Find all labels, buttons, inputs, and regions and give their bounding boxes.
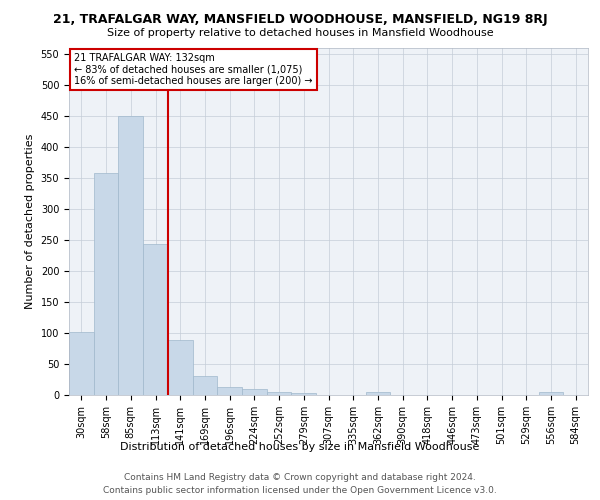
Bar xyxy=(267,392,292,395)
Text: Contains HM Land Registry data © Crown copyright and database right 2024.: Contains HM Land Registry data © Crown c… xyxy=(124,472,476,482)
Bar xyxy=(242,390,267,395)
Bar xyxy=(143,244,168,395)
Bar xyxy=(292,392,316,395)
Text: Distribution of detached houses by size in Mansfield Woodhouse: Distribution of detached houses by size … xyxy=(121,442,479,452)
Text: Size of property relative to detached houses in Mansfield Woodhouse: Size of property relative to detached ho… xyxy=(107,28,493,38)
Bar xyxy=(118,116,143,395)
Bar xyxy=(168,340,193,395)
Text: Contains public sector information licensed under the Open Government Licence v3: Contains public sector information licen… xyxy=(103,486,497,495)
Bar xyxy=(539,392,563,395)
Text: 21 TRAFALGAR WAY: 132sqm
← 83% of detached houses are smaller (1,075)
16% of sem: 21 TRAFALGAR WAY: 132sqm ← 83% of detach… xyxy=(74,52,313,86)
Bar xyxy=(193,376,217,395)
Bar xyxy=(69,332,94,395)
Text: 21, TRAFALGAR WAY, MANSFIELD WOODHOUSE, MANSFIELD, NG19 8RJ: 21, TRAFALGAR WAY, MANSFIELD WOODHOUSE, … xyxy=(53,12,547,26)
Bar xyxy=(217,387,242,395)
Bar xyxy=(365,392,390,395)
Y-axis label: Number of detached properties: Number of detached properties xyxy=(25,134,35,309)
Bar xyxy=(94,174,118,395)
